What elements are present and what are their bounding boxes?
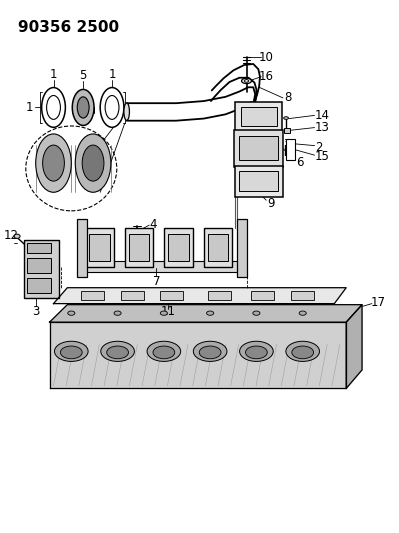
Bar <box>284 127 290 133</box>
Text: 1: 1 <box>50 68 57 81</box>
Bar <box>237 219 247 277</box>
Bar <box>239 171 278 191</box>
Text: 1: 1 <box>25 101 33 114</box>
Ellipse shape <box>55 341 88 361</box>
Ellipse shape <box>245 346 267 359</box>
Ellipse shape <box>245 79 249 82</box>
Ellipse shape <box>43 145 64 181</box>
Bar <box>234 130 283 167</box>
Bar <box>79 261 241 272</box>
Ellipse shape <box>75 134 111 192</box>
Text: 10: 10 <box>259 51 274 63</box>
Ellipse shape <box>72 90 94 125</box>
Ellipse shape <box>250 102 255 113</box>
Ellipse shape <box>284 117 288 119</box>
Bar <box>291 291 314 301</box>
Ellipse shape <box>199 346 221 359</box>
Bar <box>251 291 274 301</box>
Bar <box>125 228 153 266</box>
Bar <box>168 233 189 261</box>
Ellipse shape <box>292 346 314 359</box>
Text: 7: 7 <box>152 275 160 288</box>
Bar <box>85 228 114 266</box>
Ellipse shape <box>82 145 104 181</box>
Ellipse shape <box>36 134 71 192</box>
Polygon shape <box>49 305 362 322</box>
Bar <box>208 291 231 301</box>
Ellipse shape <box>41 87 65 127</box>
Ellipse shape <box>286 341 320 361</box>
Text: 90356 2500: 90356 2500 <box>18 20 119 35</box>
Ellipse shape <box>299 311 306 316</box>
Bar <box>239 136 278 160</box>
Bar <box>235 166 283 197</box>
Ellipse shape <box>114 311 121 316</box>
Bar <box>77 219 87 277</box>
Ellipse shape <box>253 311 260 316</box>
Text: 3: 3 <box>32 304 40 318</box>
Ellipse shape <box>60 346 82 359</box>
Text: 15: 15 <box>315 150 330 163</box>
Text: 9: 9 <box>267 118 275 131</box>
Text: 17: 17 <box>370 296 385 309</box>
Bar <box>204 228 232 266</box>
Bar <box>121 291 144 301</box>
Ellipse shape <box>105 95 119 119</box>
Bar <box>24 240 59 298</box>
Ellipse shape <box>194 341 227 361</box>
Bar <box>164 228 193 266</box>
Text: 12: 12 <box>3 229 18 242</box>
Bar <box>89 233 110 261</box>
Ellipse shape <box>101 341 134 361</box>
Bar <box>27 243 51 253</box>
Ellipse shape <box>68 311 75 316</box>
Ellipse shape <box>107 346 128 359</box>
Bar <box>235 102 282 131</box>
Bar <box>160 291 183 301</box>
Text: 16: 16 <box>259 70 274 83</box>
Text: 2: 2 <box>315 141 322 154</box>
Ellipse shape <box>239 341 273 361</box>
Polygon shape <box>49 322 346 389</box>
Ellipse shape <box>153 346 175 359</box>
Text: 8: 8 <box>284 91 291 104</box>
Text: 9: 9 <box>267 197 275 211</box>
Bar <box>208 233 228 261</box>
Text: 14: 14 <box>315 109 330 122</box>
Bar <box>128 233 149 261</box>
Polygon shape <box>53 288 346 304</box>
Ellipse shape <box>47 95 60 119</box>
Bar <box>286 139 295 160</box>
Bar <box>27 278 51 293</box>
Ellipse shape <box>14 234 20 238</box>
Polygon shape <box>346 305 362 389</box>
Ellipse shape <box>147 341 181 361</box>
Text: 11: 11 <box>161 304 176 318</box>
Ellipse shape <box>160 311 168 316</box>
Text: 5: 5 <box>79 69 87 82</box>
Text: 13: 13 <box>315 121 330 134</box>
Ellipse shape <box>207 311 214 316</box>
Text: 1: 1 <box>108 68 116 81</box>
Ellipse shape <box>124 103 129 120</box>
Text: 4: 4 <box>150 217 157 231</box>
Text: 6: 6 <box>296 156 303 168</box>
Ellipse shape <box>241 78 251 84</box>
Ellipse shape <box>77 97 89 118</box>
Ellipse shape <box>100 87 124 127</box>
Bar <box>241 108 277 126</box>
Bar <box>27 258 51 273</box>
Bar <box>81 291 104 301</box>
